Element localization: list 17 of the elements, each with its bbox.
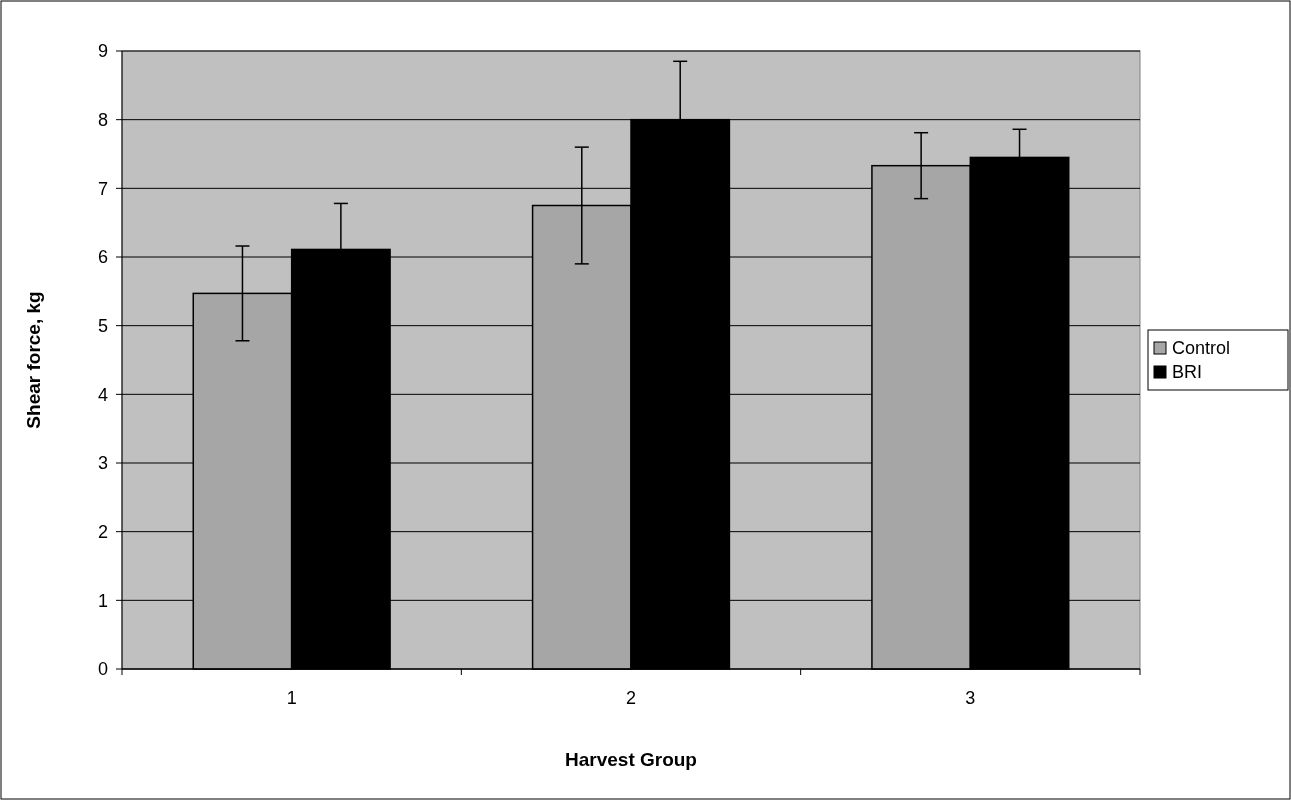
y-tick-label: 4 [97, 384, 108, 405]
x-tick-label: 1 [286, 688, 297, 708]
y-tick-label: 6 [97, 247, 108, 268]
y-tick-label: 3 [97, 453, 108, 474]
y-tick-label: 8 [97, 109, 108, 130]
y-tick-label: 1 [97, 590, 108, 611]
legend-label: Control [1172, 338, 1231, 359]
y-tick-label: 7 [97, 178, 108, 199]
x-tick-label: 2 [625, 688, 637, 708]
y-tick-label: 2 [97, 521, 108, 542]
x-tick-label: 3 [965, 688, 976, 708]
legend-label: BRI [1172, 362, 1203, 383]
y-tick-label: 5 [97, 315, 108, 336]
x-axis-title: Harvest Group [565, 749, 697, 770]
y-axis-title: Shear force, kg [23, 291, 44, 429]
y-tick-label: 9 [97, 41, 108, 62]
y-tick-label: 0 [97, 659, 108, 680]
